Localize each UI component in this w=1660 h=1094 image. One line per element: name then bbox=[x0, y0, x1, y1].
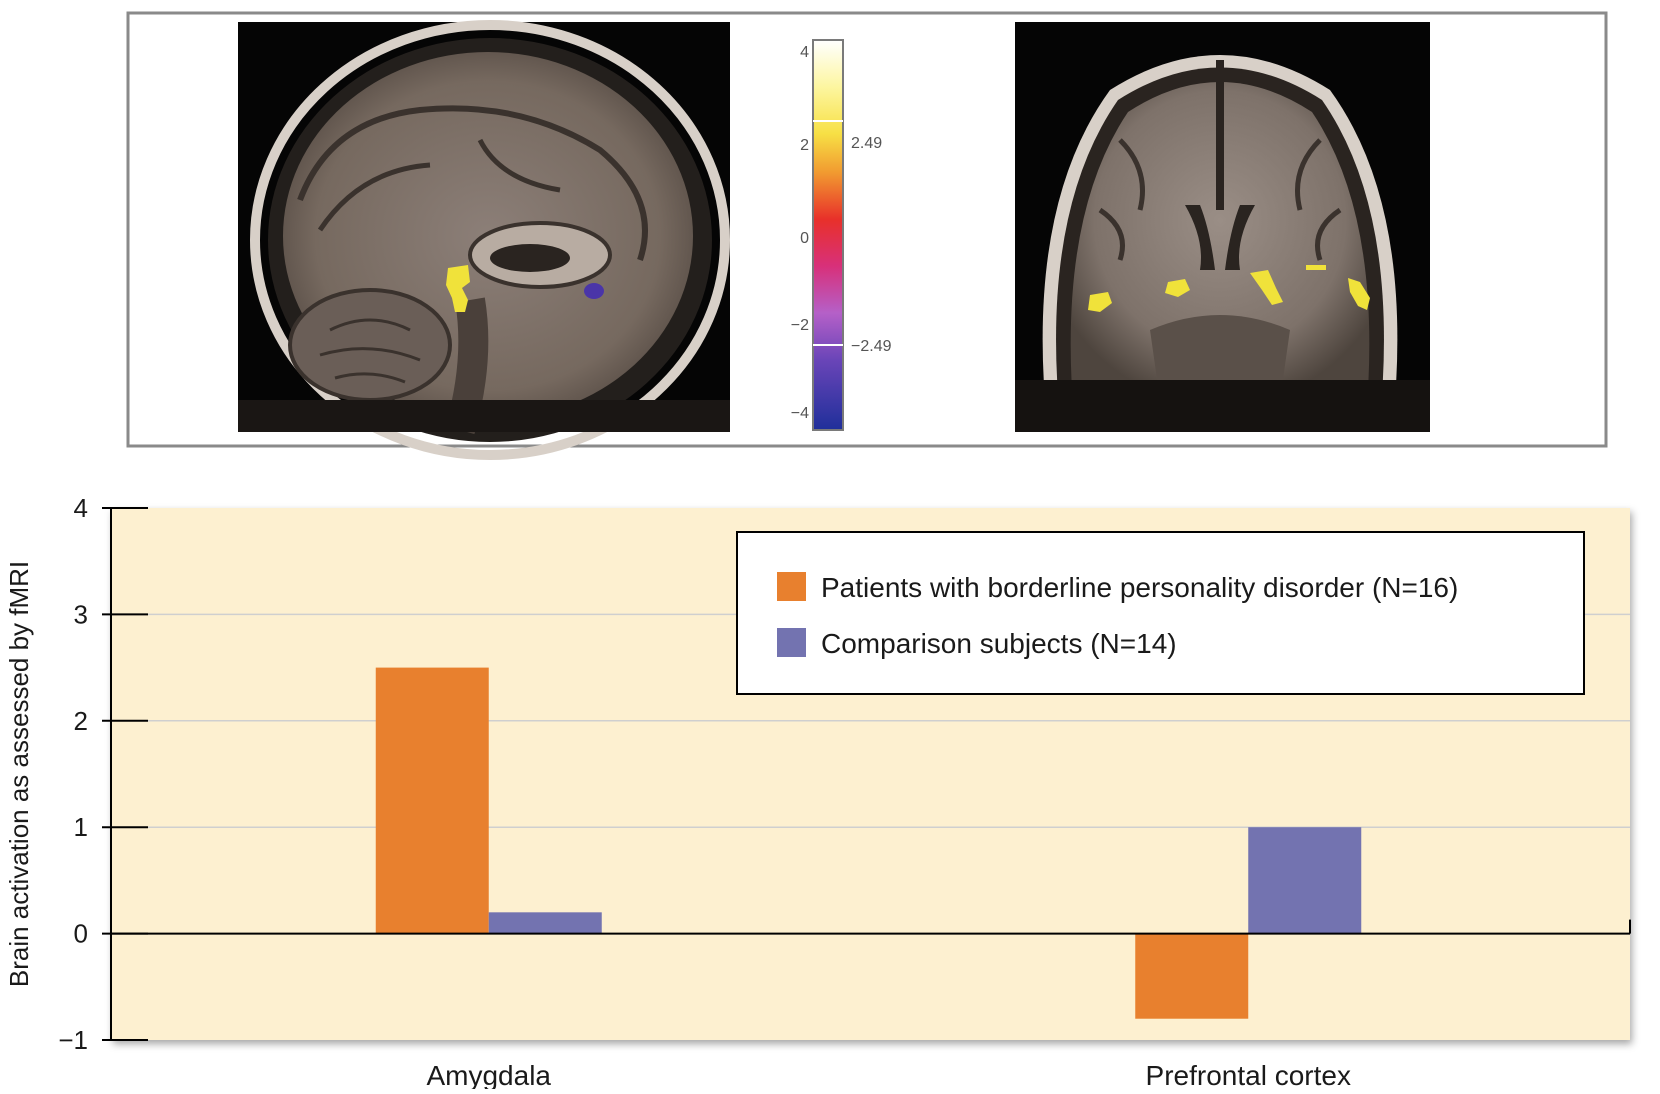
colorbar-threshold-upper: 2.49 bbox=[851, 135, 882, 152]
colorbar-tick: 4 bbox=[800, 44, 809, 61]
x-tick-label: Amygdala bbox=[426, 1060, 551, 1089]
coronal-brain-image bbox=[1015, 22, 1430, 432]
legend-label-patients: Patients with borderline personality dis… bbox=[821, 572, 1458, 603]
colorbar-tick: −2 bbox=[791, 317, 809, 334]
y-axis-ticks: 4 3 2 1 0 −1 bbox=[58, 493, 148, 1055]
y-axis-label: Brain activation as assessed by fMRI bbox=[4, 561, 34, 987]
legend-box bbox=[736, 531, 1585, 695]
x-tick-label: Prefrontal cortex bbox=[1146, 1060, 1351, 1089]
colorbar-gradient bbox=[812, 39, 844, 431]
axes bbox=[110, 508, 1631, 1040]
y-tick-label: 3 bbox=[74, 599, 88, 629]
bar-patients-amygdala bbox=[375, 667, 489, 934]
colorbar-tick: 0 bbox=[800, 230, 809, 247]
bars bbox=[375, 667, 1362, 1019]
bar-chart: 4 3 2 1 0 −1 Amygdala Prefrontal cortex Brain … bbox=[4, 493, 1631, 1091]
coronal-activation bbox=[1165, 279, 1190, 297]
legend-swatch-patients bbox=[777, 572, 806, 601]
mri-panel: 4 2 0 −2 −4 2.49 −2.49 bbox=[126, 11, 1608, 460]
coronal-activation bbox=[1088, 292, 1112, 312]
coronal-activation bbox=[1250, 270, 1283, 305]
colorbar-threshold-lower: −2.49 bbox=[851, 338, 892, 355]
legend: Patients with borderline personality dis… bbox=[736, 531, 1585, 695]
sagittal-activation-yellow bbox=[446, 265, 470, 312]
bar-comparison-prefrontal-cortex bbox=[1248, 827, 1362, 934]
colorbar-tick: −4 bbox=[791, 405, 809, 422]
x-axis-labels: Amygdala Prefrontal cortex bbox=[426, 1060, 1351, 1091]
coronal-activation bbox=[1306, 265, 1326, 270]
bar-comparison-amygdala bbox=[488, 912, 602, 934]
coronal-activation bbox=[1348, 278, 1370, 310]
y-tick-label: 4 bbox=[74, 493, 88, 523]
y-tick-label: 2 bbox=[74, 706, 88, 736]
y-tick-label: −1 bbox=[58, 1025, 88, 1055]
bar-patients-prefrontal-cortex bbox=[1135, 933, 1249, 1019]
legend-label-comparison: Comparison subjects (N=14) bbox=[821, 628, 1177, 659]
legend-swatch-comparison bbox=[777, 628, 806, 657]
y-tick-label: 1 bbox=[74, 812, 88, 842]
sagittal-brain-image bbox=[238, 20, 730, 460]
sagittal-activation-purple bbox=[584, 283, 604, 299]
y-tick-label: 0 bbox=[74, 919, 88, 949]
colorbar: 4 2 0 −2 −4 2.49 −2.49 bbox=[791, 39, 892, 431]
colorbar-tick: 2 bbox=[800, 137, 809, 154]
